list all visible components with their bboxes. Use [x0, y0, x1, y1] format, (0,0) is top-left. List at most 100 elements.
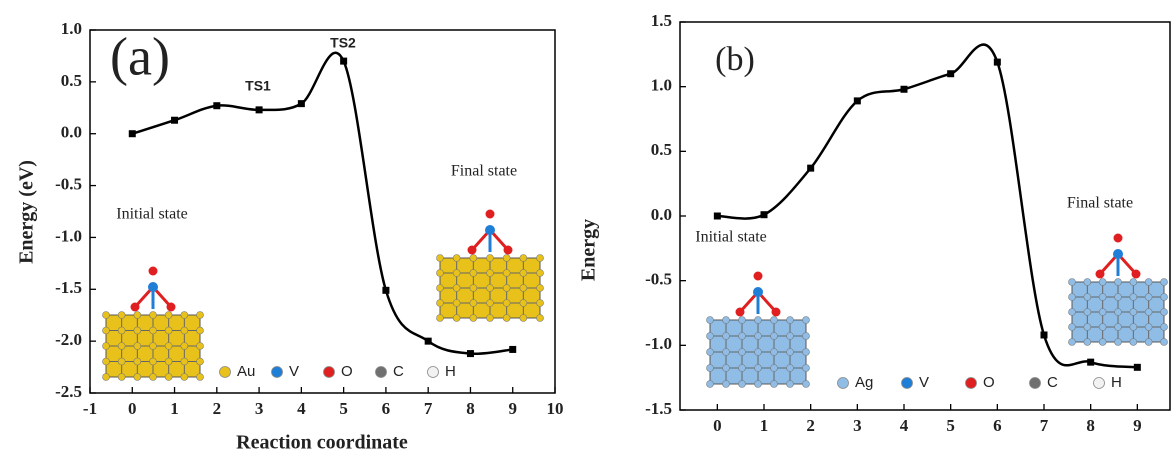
atom: [1069, 294, 1076, 301]
legend-label: O: [341, 363, 353, 380]
y-tick-label: -1.5: [55, 278, 82, 297]
atom: [197, 374, 204, 381]
legend-swatch: [220, 367, 231, 378]
atom: [453, 255, 460, 262]
x-tick-label: -1: [83, 399, 97, 418]
y-tick-label: 0.0: [61, 123, 82, 142]
atom: [537, 300, 544, 307]
atom: [1096, 270, 1105, 279]
atom: [1145, 339, 1152, 346]
atom: [787, 365, 794, 372]
data-point: [1134, 364, 1141, 371]
atom: [707, 365, 714, 372]
data-point: [1041, 331, 1048, 338]
atom: [739, 381, 746, 388]
atom: [118, 343, 125, 350]
atom: [134, 343, 141, 350]
legend-label: C: [393, 363, 404, 380]
atom: [1069, 309, 1076, 316]
atom: [437, 300, 444, 307]
atom: [803, 349, 810, 356]
y-tick-label: -1.0: [55, 226, 82, 245]
atom: [1114, 234, 1123, 243]
atom: [803, 317, 810, 324]
atom: [537, 270, 544, 277]
y-tick-label: -0.5: [645, 270, 672, 289]
atom: [707, 333, 714, 340]
atom: [1161, 294, 1168, 301]
atom: [803, 333, 810, 340]
legend-label: Ag: [855, 374, 873, 391]
atom: [1084, 339, 1091, 346]
x-tick-label: 3: [853, 416, 862, 435]
atom: [1113, 249, 1123, 259]
atom: [503, 270, 510, 277]
atom: [787, 349, 794, 356]
legend-label: H: [445, 363, 456, 380]
x-tick-label: 1: [170, 399, 179, 418]
data-point: [171, 117, 178, 124]
atom: [503, 315, 510, 322]
x-axis-label: Reaction coordinate: [236, 432, 408, 454]
atom: [118, 312, 125, 319]
annotation: Final state: [451, 163, 517, 180]
data-point: [425, 338, 432, 345]
atom: [197, 312, 204, 319]
atom: [453, 270, 460, 277]
atom: [1115, 294, 1122, 301]
x-tick-label: 2: [213, 399, 222, 418]
atom: [485, 225, 495, 235]
atom: [1115, 309, 1122, 316]
atom: [1130, 324, 1137, 331]
atom: [437, 315, 444, 322]
annotation: TS1: [245, 78, 271, 94]
atom: [134, 374, 141, 381]
atom: [1161, 339, 1168, 346]
atom: [771, 381, 778, 388]
annotation: Final state: [1067, 195, 1133, 212]
data-point: [382, 287, 389, 294]
legend-swatch: [1030, 378, 1041, 389]
atom: [1130, 339, 1137, 346]
y-tick-label: 0.5: [61, 71, 82, 90]
x-tick-label: 9: [508, 399, 517, 418]
atom: [723, 365, 730, 372]
x-tick-label: 5: [946, 416, 955, 435]
atom: [453, 300, 460, 307]
atom: [736, 308, 745, 317]
atom: [486, 210, 495, 219]
x-tick-label: 9: [1133, 416, 1142, 435]
atom: [181, 343, 188, 350]
atom: [437, 270, 444, 277]
atom: [103, 327, 110, 334]
atom: [487, 300, 494, 307]
x-tick-label: 1: [760, 416, 769, 435]
atom: [1130, 294, 1137, 301]
atom: [1084, 309, 1091, 316]
atom: [771, 317, 778, 324]
data-point: [129, 130, 136, 137]
atom: [134, 358, 141, 365]
x-tick-label: 10: [547, 399, 564, 418]
x-tick-label: 5: [339, 399, 348, 418]
x-tick-label: 0: [713, 416, 722, 435]
atom: [148, 282, 158, 292]
atom: [755, 381, 762, 388]
x-tick-label: 6: [382, 399, 391, 418]
atom: [771, 365, 778, 372]
annotation: Initial state: [116, 206, 188, 223]
atom: [1161, 309, 1168, 316]
atom: [103, 343, 110, 350]
atom: [181, 374, 188, 381]
atom: [537, 315, 544, 322]
data-point: [901, 86, 908, 93]
x-tick-label: 3: [255, 399, 264, 418]
atom: [1099, 339, 1106, 346]
atom: [487, 315, 494, 322]
atom: [149, 267, 158, 276]
atom: [165, 312, 172, 319]
atom: [1084, 324, 1091, 331]
atom: [1130, 309, 1137, 316]
atom: [150, 327, 157, 334]
atom: [487, 270, 494, 277]
